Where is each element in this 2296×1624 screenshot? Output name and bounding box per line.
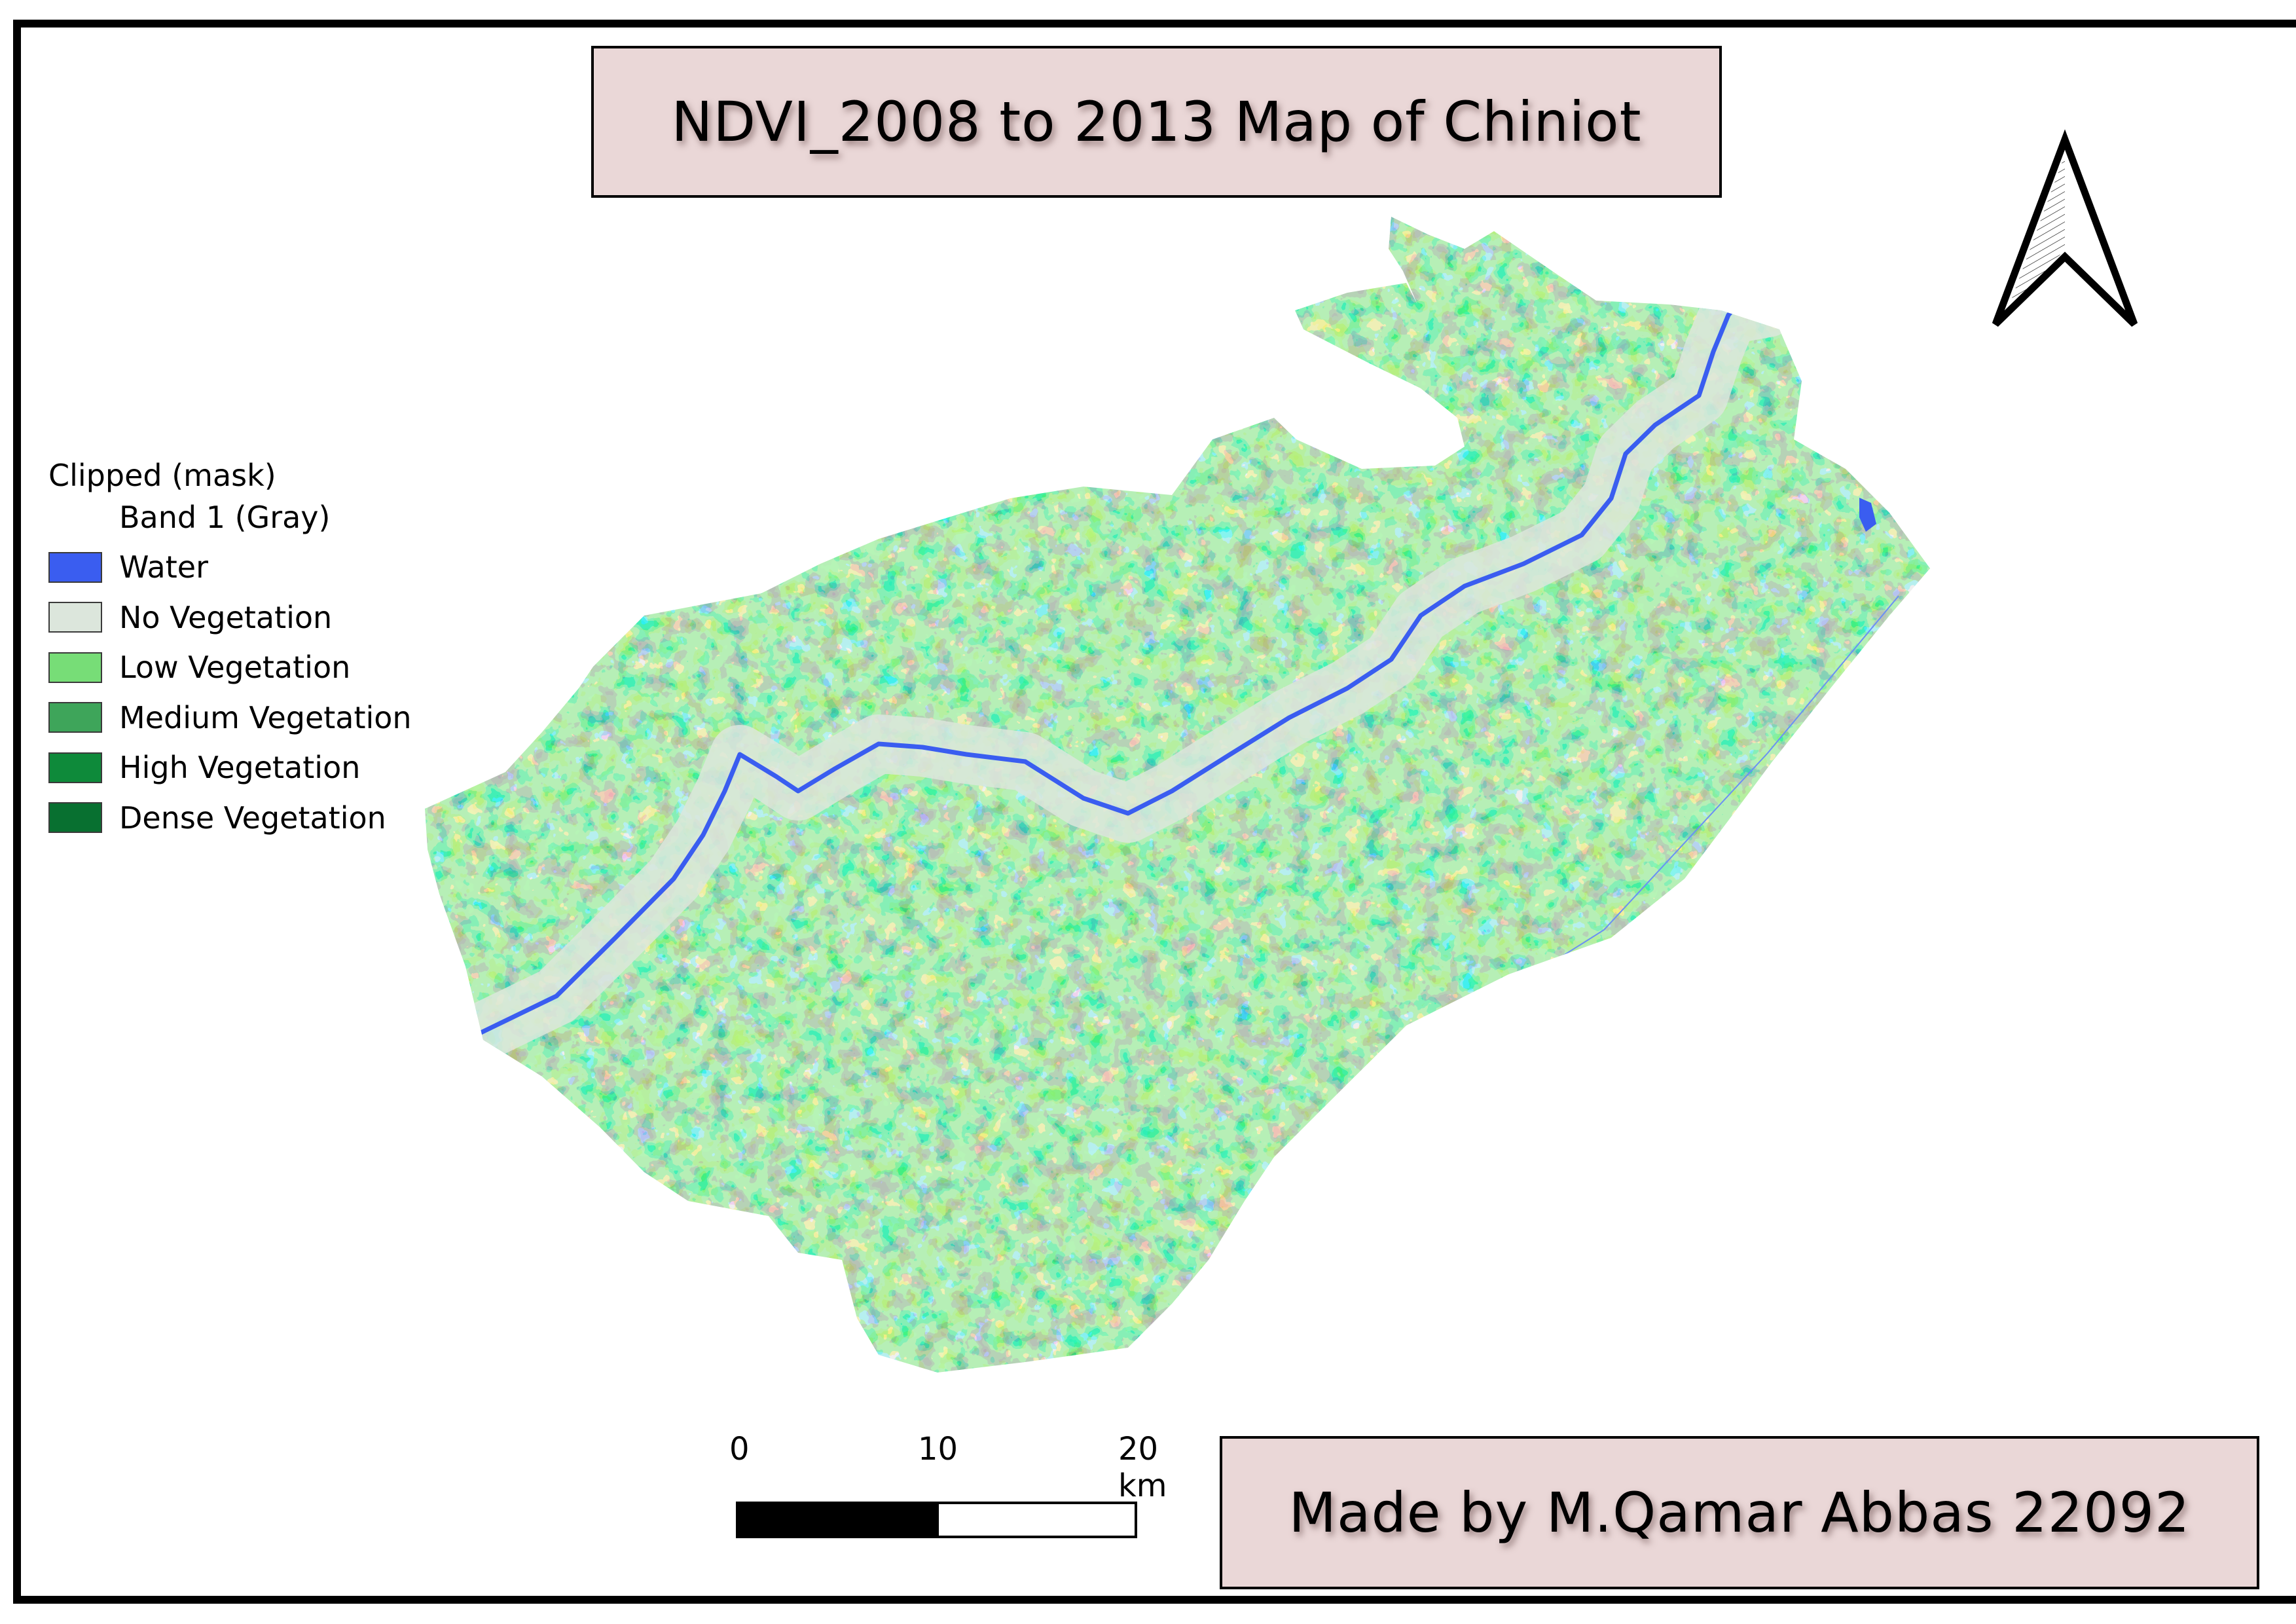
map-frame [13, 20, 2296, 1604]
scale-segment-filled [736, 1502, 936, 1538]
legend-item-dense-vegetation: Dense Vegetation [48, 793, 412, 843]
scale-tick-20: 20 km [1118, 1431, 1167, 1504]
legend-label: High Vegetation [119, 750, 361, 786]
low-vegetation-swatch [48, 652, 102, 683]
no-vegetation-swatch [48, 602, 102, 633]
medium-vegetation-swatch [48, 702, 102, 733]
credit-box: Made by M.Qamar Abbas 22092 [1220, 1436, 2259, 1589]
legend-item-no-vegetation: No Vegetation [48, 593, 412, 643]
dense-vegetation-swatch [48, 802, 102, 834]
water-swatch [48, 551, 102, 583]
scale-tick-10: 10 [918, 1431, 958, 1467]
legend: Clipped (mask) Band 1 (Gray) Water No Ve… [48, 454, 412, 843]
high-vegetation-swatch [48, 752, 102, 783]
north-arrow-icon [1992, 129, 2138, 327]
legend-label: No Vegetation [119, 599, 333, 635]
scale-tick-0: 0 [729, 1431, 750, 1467]
legend-label: Medium Vegetation [119, 699, 412, 735]
scale-bar: 0 10 20 km [729, 1431, 1194, 1549]
legend-item-water: Water [48, 542, 412, 593]
legend-title: Clipped (mask) [48, 458, 276, 493]
map-title: NDVI_2008 to 2013 Map of Chiniot [671, 90, 1642, 154]
legend-item-high-vegetation: High Vegetation [48, 743, 412, 793]
legend-item-medium-vegetation: Medium Vegetation [48, 693, 412, 743]
legend-label: Dense Vegetation [119, 800, 386, 836]
legend-item-low-vegetation: Low Vegetation [48, 642, 412, 693]
title-box: NDVI_2008 to 2013 Map of Chiniot [591, 46, 1722, 198]
credit-text: Made by M.Qamar Abbas 22092 [1288, 1481, 2191, 1545]
legend-label: Low Vegetation [119, 650, 351, 686]
legend-subtitle: Band 1 (Gray) [119, 500, 331, 535]
scale-segment-empty [936, 1502, 1137, 1538]
legend-label: Water [119, 549, 208, 585]
